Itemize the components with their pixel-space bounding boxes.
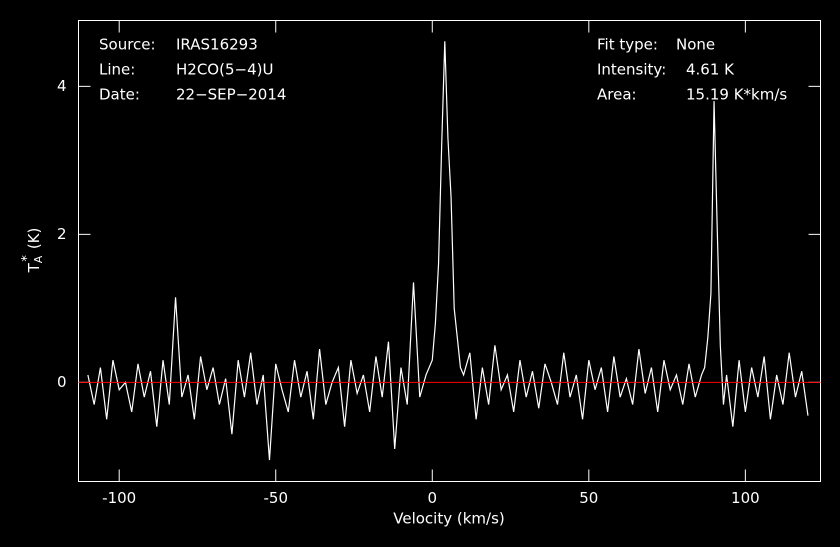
annotation-label: Fit type: bbox=[597, 36, 658, 54]
annotation-value: H2CO(5−4)U bbox=[176, 61, 273, 79]
y-tick-label: 4 bbox=[57, 77, 67, 95]
x-tick-label: 0 bbox=[428, 489, 438, 507]
plot-frame bbox=[78, 20, 821, 482]
annotation-label: Date: bbox=[99, 86, 140, 104]
y-label-base: T bbox=[25, 262, 43, 273]
annotation-value: None bbox=[676, 36, 715, 54]
y-tick-label: 0 bbox=[57, 373, 67, 391]
annotation-label: Intensity: bbox=[597, 61, 666, 79]
y-label-sup: * bbox=[20, 255, 35, 262]
annotation-value: 22−SEP−2014 bbox=[176, 86, 286, 104]
x-tick-label: -50 bbox=[263, 489, 288, 507]
y-tick-label: 2 bbox=[57, 225, 67, 243]
annotation-label: Line: bbox=[99, 61, 135, 79]
spectrum-line bbox=[87, 41, 809, 461]
x-tick-label: -100 bbox=[102, 489, 136, 507]
x-axis-label: Velocity (km/s) bbox=[393, 510, 504, 528]
y-label-unit: (K) bbox=[25, 228, 43, 250]
annotation-label: Source: bbox=[99, 36, 156, 54]
annotation-value: 15.19 K*km/s bbox=[686, 86, 787, 104]
y-label-sub: A bbox=[32, 255, 45, 263]
annotation-value: IRAS16293 bbox=[176, 36, 258, 54]
y-axis-label: TA* (K) bbox=[20, 228, 46, 274]
annotation-label: Area: bbox=[597, 86, 637, 104]
x-tick-label: 50 bbox=[579, 489, 598, 507]
x-tick-label: 100 bbox=[731, 489, 760, 507]
annotation-value: 4.61 K bbox=[686, 61, 735, 79]
